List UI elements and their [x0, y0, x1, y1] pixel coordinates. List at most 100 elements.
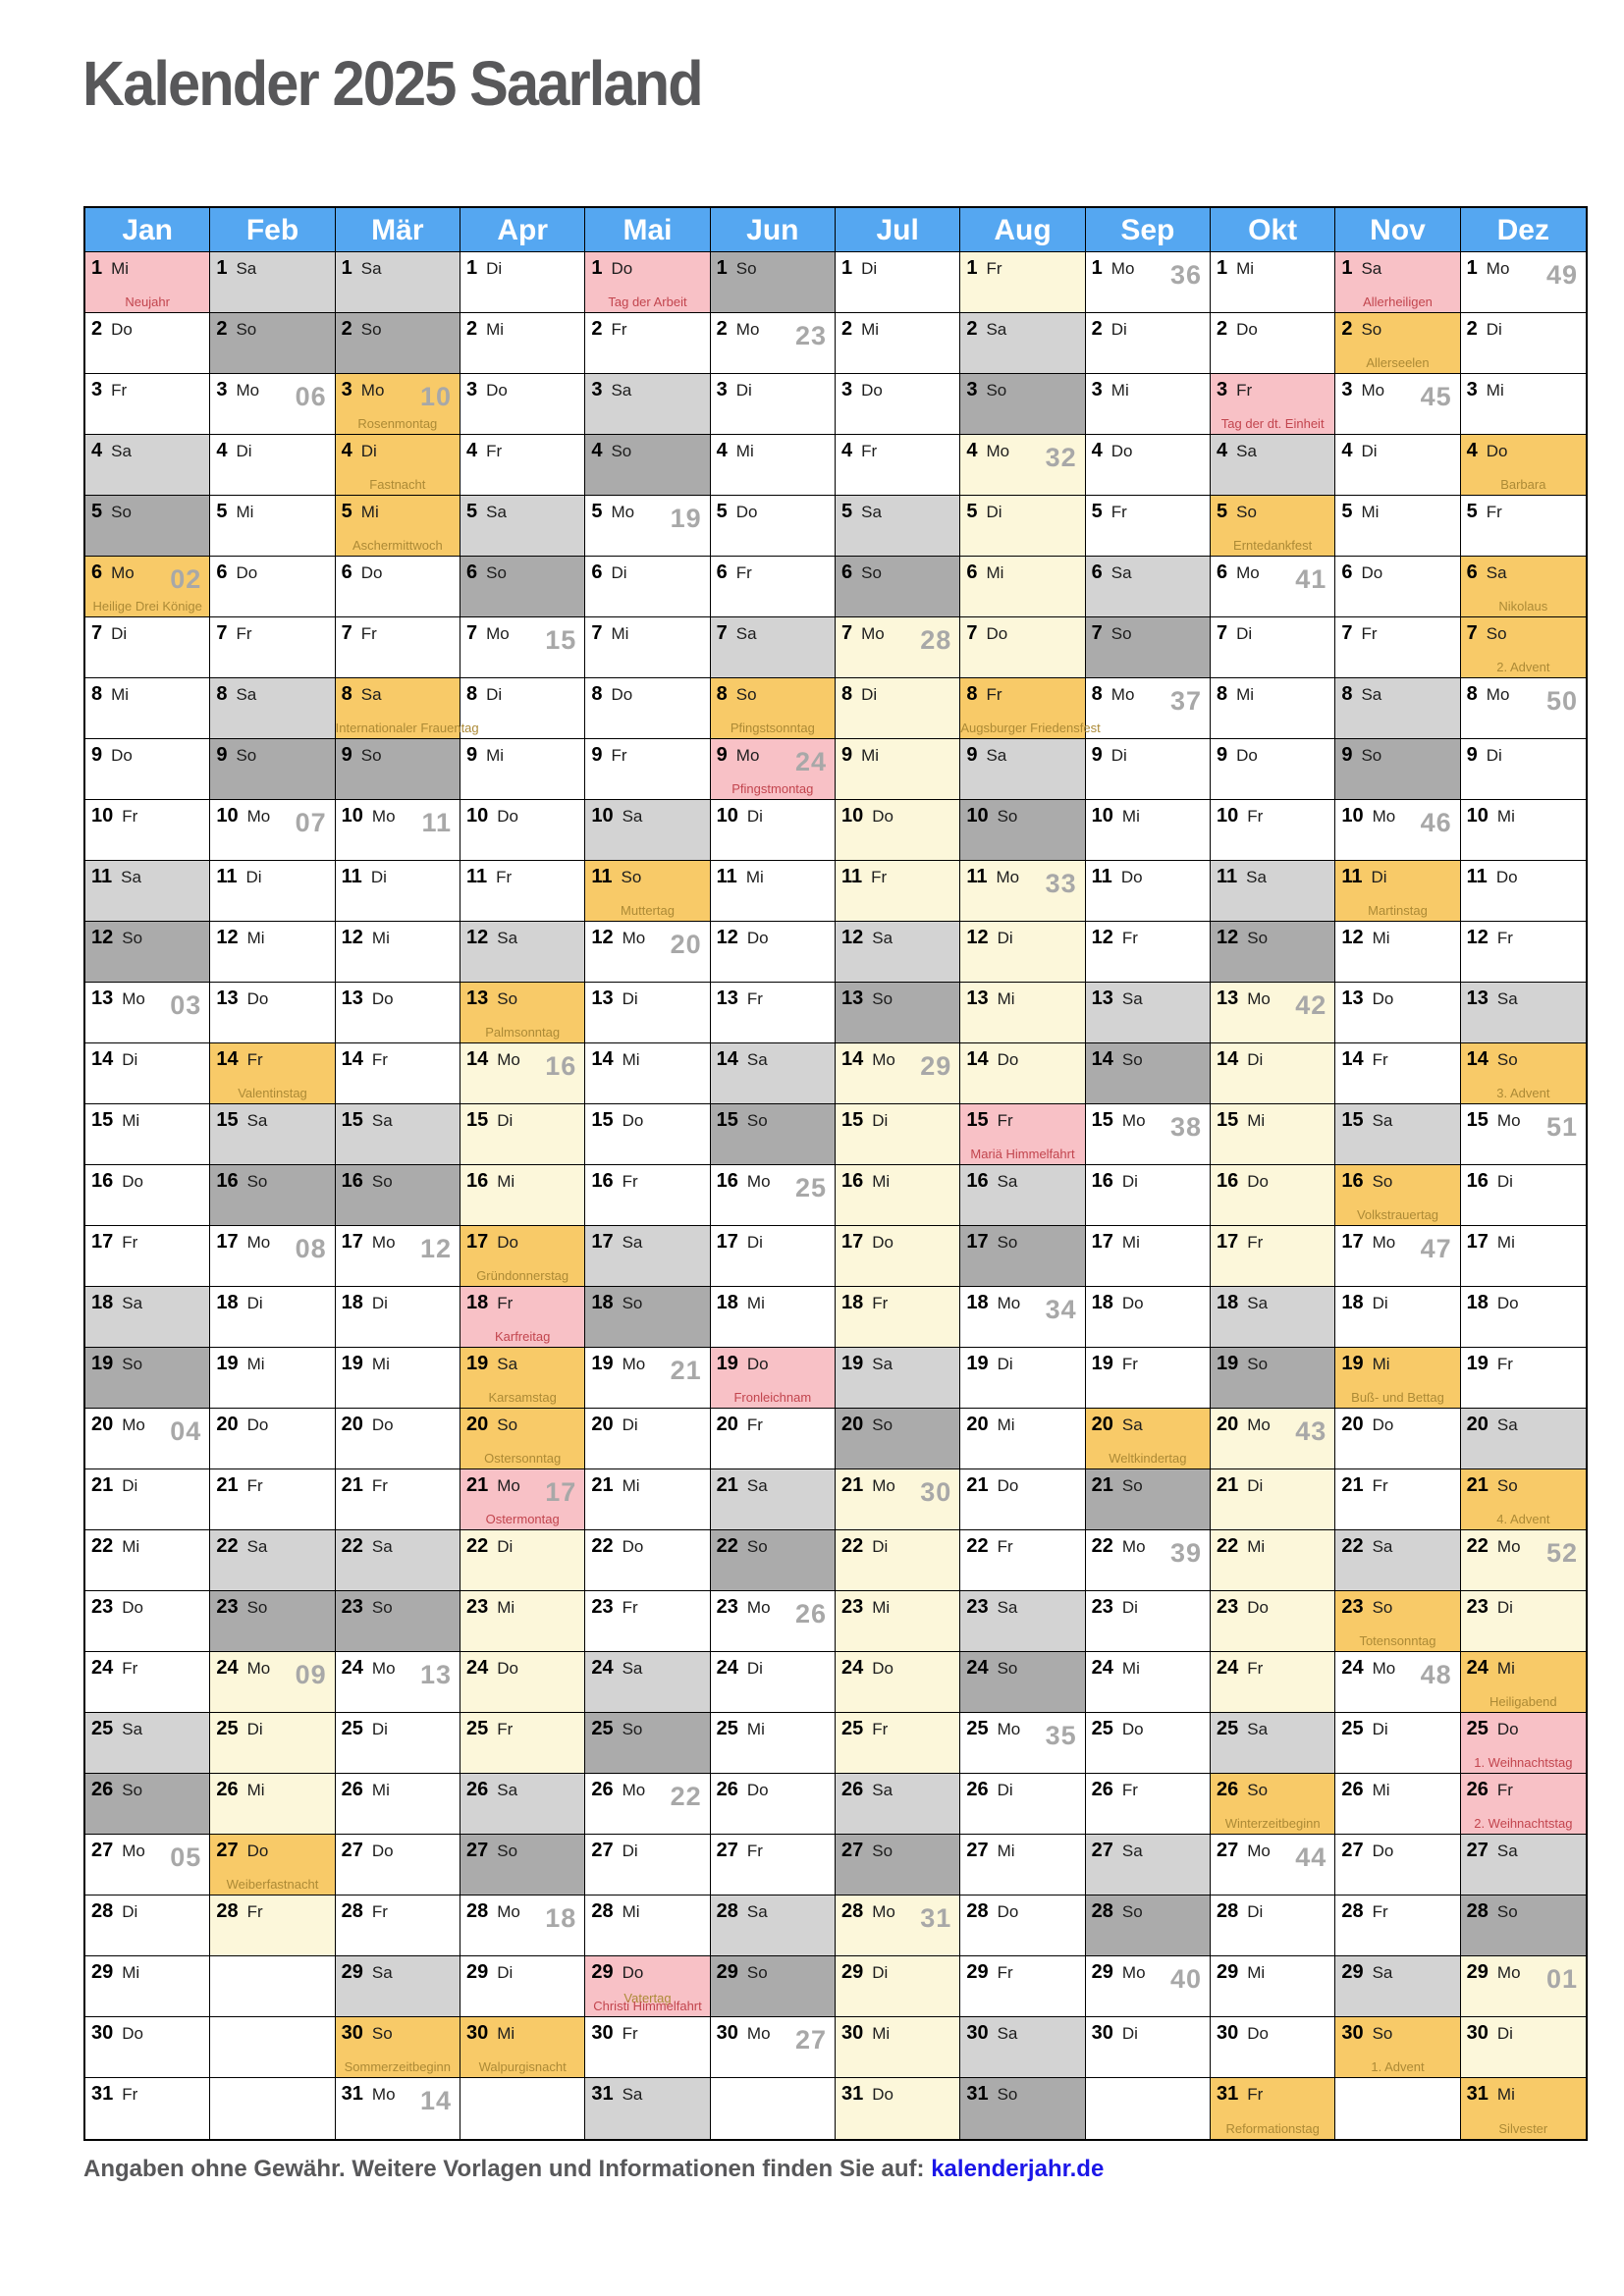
day-number: 3	[1341, 379, 1353, 400]
day-number: 2	[1466, 318, 1478, 340]
day-cell: 29 Mo 01	[1460, 1956, 1586, 2017]
day-number: 27	[841, 1840, 864, 1861]
day-number: 19	[1466, 1353, 1489, 1374]
day-cell: 7 Sa	[710, 617, 835, 678]
day-number: 10	[1217, 805, 1239, 827]
day-cell: 28 Fr	[335, 1896, 460, 1956]
holiday-label: Tag der Arbeit	[608, 294, 687, 309]
weekday-label: Di	[1110, 320, 1127, 339]
month-column-apr: Apr 1 Di 2 Mi 3 Do 4 Fr 5 Sa 6 So 7 Mo 15 8 Di 9 Mi 10 Do 11 Fr…	[460, 208, 586, 2139]
day-cell: 19 Fr	[1085, 1348, 1210, 1409]
day-cell: 15 Do	[585, 1104, 710, 1165]
day-cell: 5 Di	[960, 496, 1085, 557]
day-number: 18	[1466, 1292, 1489, 1313]
day-cell: 26 Di	[960, 1774, 1085, 1835]
weekday-label: Do	[622, 1963, 644, 1982]
day-cell: 26 Sa	[460, 1774, 585, 1835]
day-cell: 2 Fr	[585, 313, 710, 374]
day-cell: 27 Do	[335, 1835, 460, 1896]
weekday-label: Mi	[1372, 1781, 1390, 1799]
day-number: 13	[966, 988, 989, 1009]
weekday-label: Mo	[1247, 1842, 1271, 1860]
weekday-label: Mi	[1372, 929, 1390, 947]
day-cell: 4 Mi	[710, 435, 835, 496]
weekday-label: Mi	[246, 1355, 265, 1373]
weekday-label: Do	[111, 320, 133, 339]
weekday-label: Di	[371, 1720, 388, 1738]
weekday-label: So	[1121, 1476, 1143, 1495]
weekday-label: Mo	[872, 1050, 895, 1069]
weekday-label: Mo	[1372, 807, 1396, 826]
weekday-label: Di	[622, 989, 638, 1008]
day-number: 6	[1217, 561, 1228, 583]
day-cell: 11 Fr	[460, 861, 585, 922]
day-number: 9	[716, 744, 728, 766]
day-cell: 7 Fr	[335, 617, 460, 678]
day-cell: 14 Mo 16	[460, 1043, 585, 1104]
week-number: 13	[419, 1660, 452, 1689]
day-number: 19	[466, 1353, 489, 1374]
day-cell: 20 Sa Weltkindertag	[1085, 1409, 1210, 1469]
day-cell: 28 Fr	[1335, 1896, 1460, 1956]
day-cell: 8 Di	[836, 678, 960, 739]
day-number: 20	[716, 1414, 738, 1435]
day-number: 2	[1341, 318, 1353, 340]
weekday-label: Do	[746, 1355, 769, 1373]
holiday-label: Pfingstsonntag	[730, 721, 815, 735]
day-cell: 8 Mi	[1211, 678, 1335, 739]
day-number: 12	[1466, 927, 1489, 948]
day-cell: 5 Mi	[210, 496, 335, 557]
day-cell: 7 Fr	[1335, 617, 1460, 678]
weekday-label: Di	[986, 503, 1002, 521]
day-cell: 9 Sa	[960, 739, 1085, 800]
holiday-label: Heiligabend	[1489, 1694, 1557, 1709]
day-number: 27	[341, 1840, 363, 1861]
week-number: 48	[1420, 1660, 1452, 1689]
day-number: 22	[216, 1535, 239, 1557]
weekday-label: Mi	[122, 1111, 140, 1130]
day-cell: 1 Mi Neujahr	[85, 252, 210, 313]
day-number: 16	[841, 1170, 864, 1192]
day-cell: 14 So 3. Advent	[1460, 1043, 1586, 1104]
day-cell: 22 Di	[836, 1530, 960, 1591]
day-number: 23	[341, 1596, 363, 1618]
day-number: 28	[1217, 1900, 1239, 1922]
weekday-label: Sa	[1236, 442, 1257, 460]
weekday-label: Mo	[1486, 685, 1510, 704]
day-number: 15	[466, 1109, 489, 1131]
day-cell: 30 Mo 27	[710, 2017, 835, 2078]
day-number: 29	[841, 1961, 864, 1983]
weekday-label: Fr	[371, 1476, 388, 1495]
day-cell: 6 Do	[335, 557, 460, 617]
weekday-label: Mo	[1496, 1963, 1521, 1982]
kalenderjahr-link[interactable]: kalenderjahr.de	[931, 2156, 1105, 2182]
day-cell: 16 Mo 25	[710, 1165, 835, 1226]
day-cell: 12 Sa	[460, 922, 585, 983]
day-number: 13	[841, 988, 864, 1009]
holiday-label: Neujahr	[125, 294, 170, 309]
weekday-label: Fr	[997, 1537, 1013, 1556]
day-cell: 13 Di	[585, 983, 710, 1043]
day-number: 19	[216, 1353, 239, 1374]
day-cell: 18 Di	[335, 1287, 460, 1348]
weekday-label: Sa	[997, 2024, 1018, 2043]
week-number: 04	[170, 1416, 202, 1446]
day-cell: 17 Mi	[1085, 1226, 1210, 1287]
weekday-label: Mo	[371, 1659, 396, 1678]
weekday-label: Di	[497, 1963, 514, 1982]
day-number: 25	[841, 1718, 864, 1739]
day-number: 12	[966, 927, 989, 948]
weekday-label: Do	[111, 746, 133, 765]
day-cell: 12 So	[1211, 922, 1335, 983]
weekday-label: So	[997, 1233, 1018, 1252]
week-number: 07	[295, 808, 327, 837]
weekday-label: Do	[1361, 563, 1383, 582]
day-cell: 27 Mo 05	[85, 1835, 210, 1896]
day-cell: 25 Sa	[1211, 1713, 1335, 1774]
day-number: 15	[91, 1109, 114, 1131]
day-number: 6	[216, 561, 228, 583]
day-number: 7	[1217, 622, 1228, 644]
day-number: 27	[966, 1840, 989, 1861]
weekday-label: Sa	[122, 1294, 143, 1312]
weekday-label: Mo	[1121, 1111, 1146, 1130]
